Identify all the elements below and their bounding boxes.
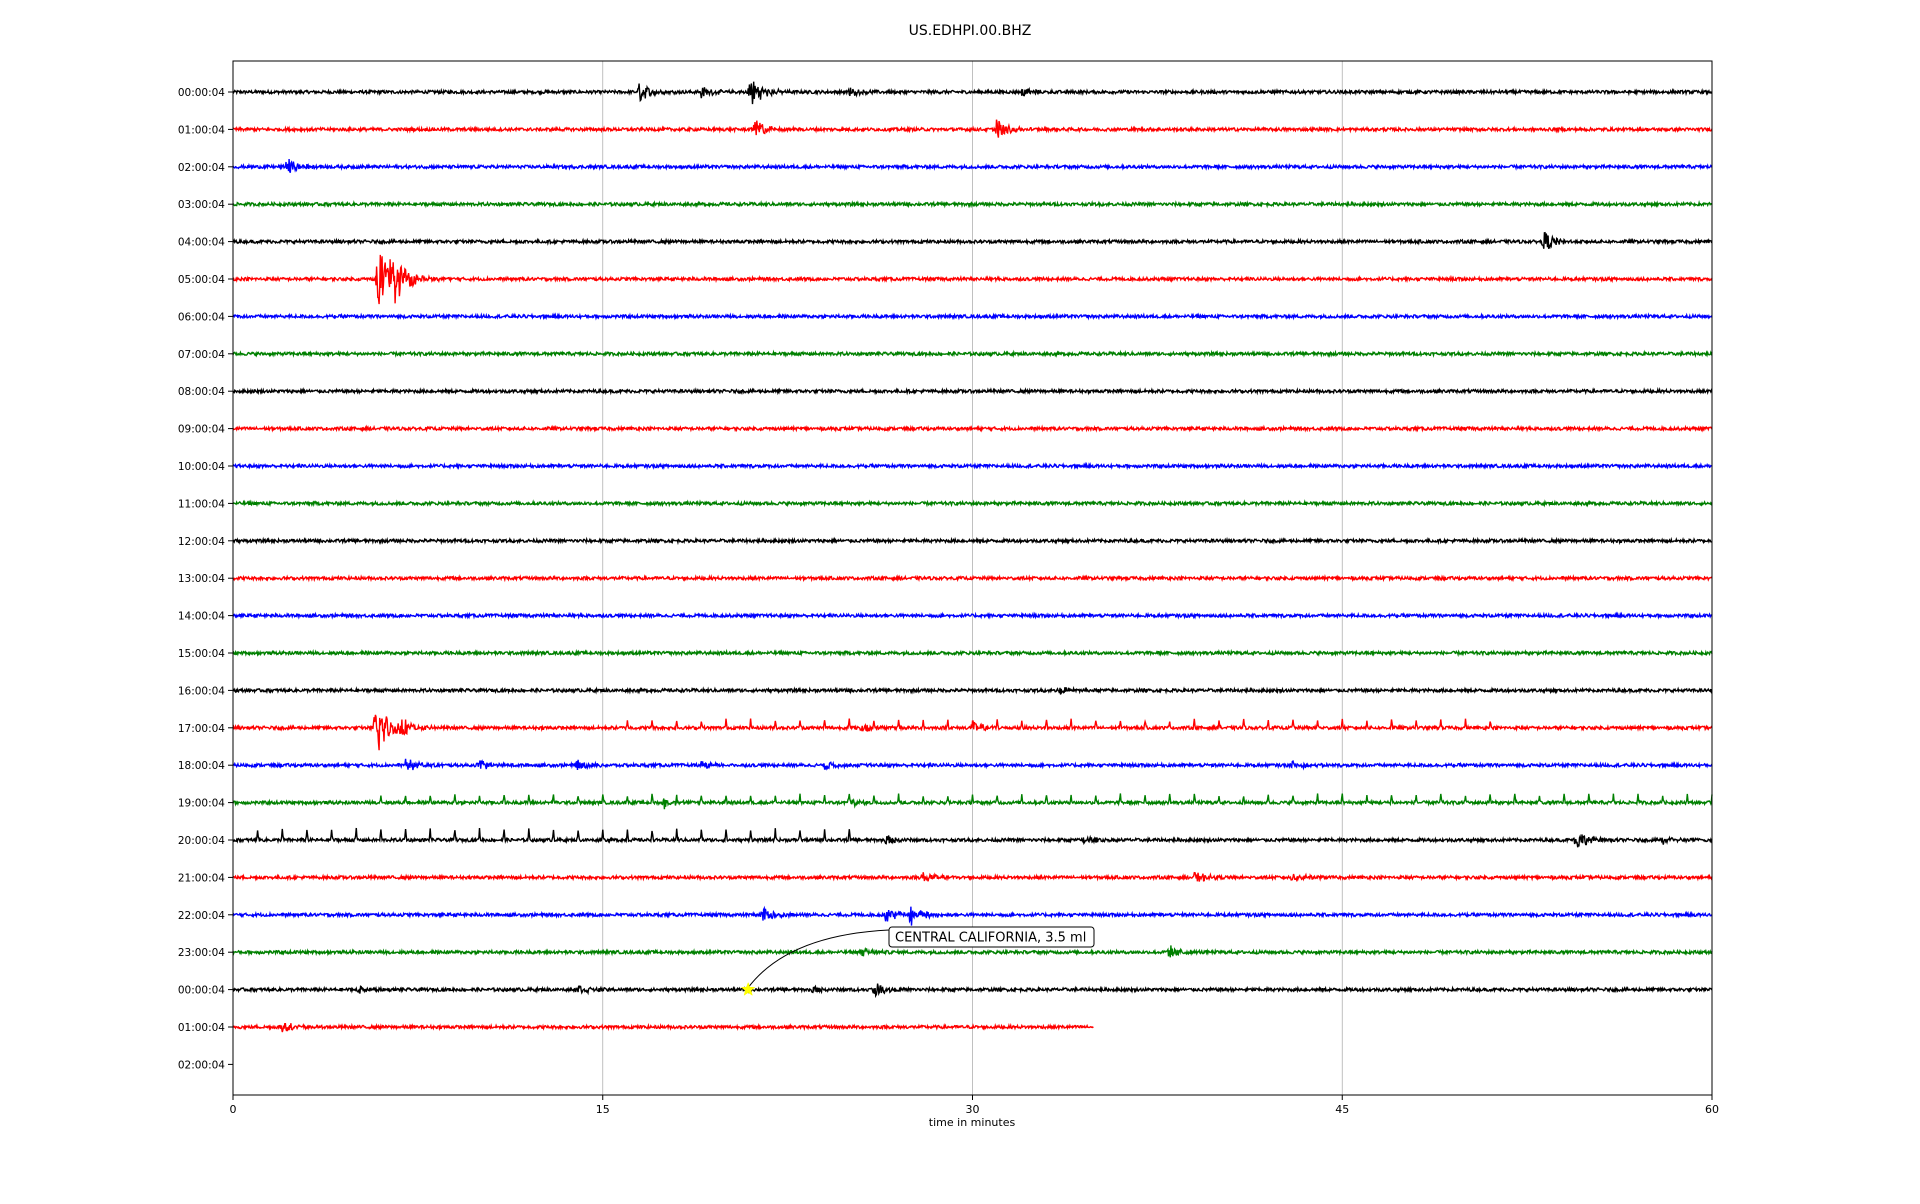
x-axis-label: time in minutes (929, 1116, 1016, 1129)
row-labels: 00:00:04 01:00:04 02:00:04 03:00:04 04:00:04… (178, 87, 233, 1071)
row-time-label: 01:00:04 (178, 124, 225, 136)
trace-row-19 (232, 793, 1713, 810)
trace-row-6 (232, 312, 1713, 321)
annotation-arrow (747, 929, 890, 988)
trace-row-14 (232, 611, 1713, 620)
trace-row-2 (232, 158, 1713, 173)
trace-row-1 (232, 119, 1713, 138)
trace-row-8 (232, 386, 1713, 396)
trace-row-15 (232, 648, 1713, 658)
trace-row-5 (232, 254, 1713, 305)
trace-row-9 (232, 424, 1713, 433)
trace-row-4 (232, 231, 1713, 250)
trace-row-13 (232, 573, 1713, 583)
trace-row-25 (232, 1022, 1094, 1033)
trace-row-24 (232, 983, 1713, 999)
x-tick-label: 30 (966, 1103, 980, 1116)
trace-row-17 (232, 714, 1713, 751)
axes-frame (232, 60, 1713, 1096)
trace-row-16 (232, 685, 1713, 695)
row-time-label: 00:00:04 (178, 87, 225, 99)
trace-row-21 (232, 871, 1713, 883)
row-time-label: 19:00:04 (178, 798, 225, 810)
row-time-label: 02:00:04 (178, 162, 225, 174)
trace-row-23 (232, 945, 1713, 958)
trace-row-11 (232, 499, 1713, 508)
trace-row-0 (232, 81, 1713, 105)
chart-title: US.EDHPI.00.BHZ (909, 23, 1032, 39)
row-time-label: 16:00:04 (178, 685, 225, 697)
row-time-label: 04:00:04 (178, 237, 225, 249)
row-time-label: 13:00:04 (178, 573, 225, 585)
row-time-label: 20:00:04 (178, 835, 225, 847)
row-time-label: 05:00:04 (178, 274, 225, 286)
row-time-label: 06:00:04 (178, 311, 225, 323)
event-star-marker (740, 981, 756, 996)
row-time-label: 22:00:04 (178, 910, 225, 922)
trace-layer (232, 81, 1713, 1033)
trace-row-3 (232, 199, 1713, 209)
x-tick-label: 45 (1335, 1103, 1349, 1116)
row-time-label: 02:00:04 (178, 1059, 225, 1071)
x-axis-ticks: 0 15 30 45 60 (230, 1095, 1719, 1116)
annotation-label: CENTRAL CALIFORNIA, 3.5 ml (895, 931, 1086, 946)
row-time-label: 17:00:04 (178, 723, 225, 735)
x-tick-label: 60 (1705, 1103, 1719, 1116)
row-time-label: 10:00:04 (178, 461, 225, 473)
row-time-label: 01:00:04 (178, 1022, 225, 1034)
row-time-label: 08:00:04 (178, 386, 225, 398)
annotation-box (888, 926, 1095, 948)
row-time-label: 14:00:04 (178, 611, 225, 623)
trace-row-22 (232, 905, 1713, 926)
trace-row-7 (232, 349, 1713, 359)
row-time-label: 00:00:04 (178, 985, 225, 997)
row-time-label: 12:00:04 (178, 536, 225, 548)
trace-row-10 (232, 461, 1713, 471)
x-tick-label: 0 (230, 1103, 237, 1116)
trace-row-20 (232, 827, 1713, 848)
trace-row-12 (232, 536, 1712, 546)
annotation-layer: CENTRAL CALIFORNIA, 3.5 ml (740, 926, 1095, 996)
row-time-label: 07:00:04 (178, 349, 225, 361)
row-time-label: 03:00:04 (178, 199, 225, 211)
row-time-label: 15:00:04 (178, 648, 225, 660)
trace-row-18 (232, 758, 1713, 771)
row-time-label: 18:00:04 (178, 760, 225, 772)
row-time-label: 09:00:04 (178, 424, 225, 436)
x-tick-label: 15 (596, 1103, 610, 1116)
row-time-label: 11:00:04 (178, 498, 225, 510)
row-time-label: 21:00:04 (178, 872, 225, 884)
row-time-label: 23:00:04 (178, 947, 225, 959)
